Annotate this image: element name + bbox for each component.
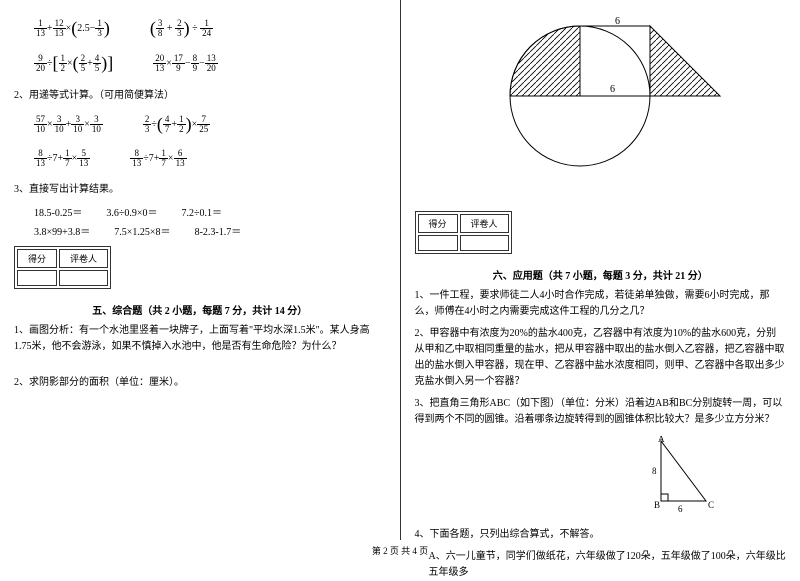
tri-a: A xyxy=(658,436,665,444)
score-cell-a: 得分 xyxy=(17,249,57,268)
label-top: 6 xyxy=(615,16,620,27)
score-box-right: 得分评卷人 xyxy=(415,211,512,254)
expr-3a: 5710×310+310×310 xyxy=(34,115,103,134)
problem-2-title: 2、用递等式计算。（可用简便算法） xyxy=(14,88,386,104)
score-cell-b: 评卷人 xyxy=(59,249,108,268)
expr-2a: 920÷[12×(25+45)] xyxy=(34,53,113,74)
problem-6-2: 2、甲容器中有浓度为20%的盐水400克，乙容器中有浓度为10%的盐水600克，… xyxy=(415,326,787,390)
p3-row-2: 3.8×99+3.8＝ 7.5×1.25×8＝ 8-2.3-1.7＝ xyxy=(34,223,386,238)
tri-c: C xyxy=(708,500,714,510)
p3-1b: 3.6÷0.9×0＝ xyxy=(106,204,157,219)
right-column: 6 6 得分评卷人 六、应用题（共 7 小题，每题 3 分，共计 21 分） 1… xyxy=(401,0,800,540)
tri-b: B xyxy=(654,500,660,510)
expr-row-4: 813÷7+17×513 813÷7+17×613 xyxy=(34,149,386,168)
score-cell-a2: 得分 xyxy=(418,214,458,233)
p3-row-1: 18.5-0.25＝ 3.6÷0.9×0＝ 7.2÷0.1＝ xyxy=(34,204,386,219)
tri-h: 8 xyxy=(652,466,657,476)
expr-row-2: 920÷[12×(25+45)] 2013×179−89−1320 xyxy=(34,53,386,74)
problem-6-4: 4、下面各题，只列出综合算式，不解答。 xyxy=(415,527,787,543)
problem-5-1: 1、画图分析：有一个水池里竖着一块牌子，上面写着"平均水深1.5米"。某人身高1… xyxy=(14,323,386,355)
expr-row-3: 5710×310+310×310 23÷(47+12)×725 xyxy=(34,114,386,135)
p3-1c: 7.2÷0.1＝ xyxy=(181,204,222,219)
problem-6-4a: A、六一儿童节，同学们做纸花，六年级做了120朵，五年级做了100朵，六年级比五… xyxy=(415,549,787,581)
expr-3b: 23÷(47+12)×725 xyxy=(143,114,210,135)
section-6-title: 六、应用题（共 7 小题，每题 3 分，共计 21 分） xyxy=(415,267,787,282)
problem-6-3: 3、把直角三角形ABC（如下图）（单位：分米）沿着边AB和BC分别旋转一周，可以… xyxy=(415,396,787,428)
section-5-title: 五、综合题（共 2 小题，每题 7 分，共计 14 分） xyxy=(14,302,386,317)
circle-diagram: 6 6 xyxy=(415,16,787,199)
expr-2b: 2013×179−89−1320 xyxy=(153,54,217,73)
expr-row-1: 113+1213×(2.5−13) (38 + 23) ÷ 124 xyxy=(34,18,386,39)
tri-w: 6 xyxy=(678,504,683,514)
label-mid: 6 xyxy=(610,84,615,95)
expr-4b: 813÷7+17×613 xyxy=(130,149,186,168)
problem-5-2: 2、求阴影部分的面积（单位：厘米）。 xyxy=(14,375,386,391)
p3-2a: 3.8×99+3.8＝ xyxy=(34,223,90,238)
expr-1a: 113+1213×(2.5−13) xyxy=(34,18,110,39)
left-column: 113+1213×(2.5−13) (38 + 23) ÷ 124 920÷[1… xyxy=(0,0,401,540)
score-box-left: 得分评卷人 xyxy=(14,246,111,289)
expr-1b: (38 + 23) ÷ 124 xyxy=(150,18,213,39)
p3-2c: 8-2.3-1.7＝ xyxy=(195,223,242,238)
p3-1a: 18.5-0.25＝ xyxy=(34,204,82,219)
expr-4a: 813÷7+17×513 xyxy=(34,149,90,168)
score-cell-b2: 评卷人 xyxy=(460,214,509,233)
problem-6-1: 1、一件工程，要求师徒二人4小时合作完成，若徒弟单独做，需要6小时完成，那么，师… xyxy=(415,288,787,320)
problem-3-title: 3、直接写出计算结果。 xyxy=(14,182,386,198)
triangle-diagram: A B C 8 6 xyxy=(415,436,787,519)
p3-2b: 7.5×1.25×8＝ xyxy=(114,223,170,238)
